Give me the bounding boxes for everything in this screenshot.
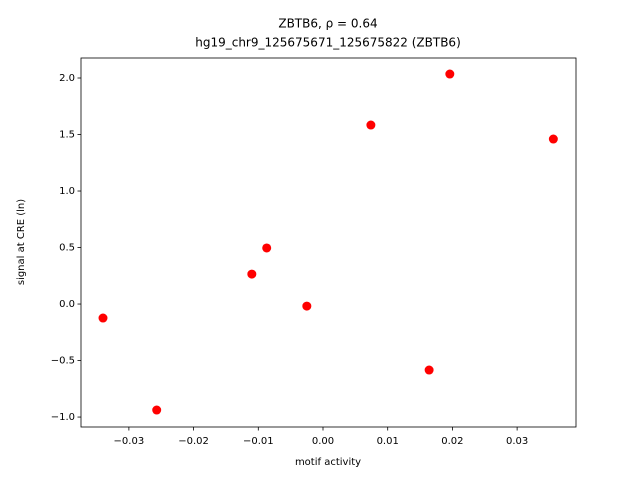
point: [366, 120, 376, 130]
chart-title: ZBTB6, ρ = 0.64: [278, 17, 377, 31]
y-tick-label: 0.0: [59, 299, 75, 310]
chart-subtitle: hg19_chr9_125675671_125675822 (ZBTB6): [195, 36, 461, 50]
x-tick-label: 0.03: [506, 436, 528, 447]
point: [548, 134, 558, 144]
y-tick-label: 1.0: [59, 186, 75, 197]
axes-frame: [80, 57, 577, 428]
point: [302, 301, 312, 311]
y-tick-label: −0.5: [51, 356, 75, 367]
point: [262, 243, 272, 253]
y-tick-label: 0.5: [59, 243, 75, 254]
y-tick-label: 2.0: [59, 73, 75, 84]
y-tick-label: −1.0: [51, 412, 75, 423]
point: [424, 365, 434, 375]
plot: [98, 69, 558, 415]
y-axis-label: signal at CRE (ln): [16, 199, 27, 285]
x-tick-label: −0.03: [114, 436, 145, 447]
point: [98, 313, 108, 323]
point: [247, 269, 257, 279]
x-tick-label: −0.02: [178, 436, 209, 447]
point: [152, 405, 162, 415]
y-tick-label: 1.5: [59, 130, 75, 141]
x-tick-label: 0.02: [441, 436, 463, 447]
x-tick-label: 0.01: [377, 436, 399, 447]
x-tick-label: 0.00: [312, 436, 334, 447]
point: [445, 69, 455, 79]
x-tick-label: −0.01: [243, 436, 274, 447]
x-axis-label: motif activity: [295, 457, 361, 468]
